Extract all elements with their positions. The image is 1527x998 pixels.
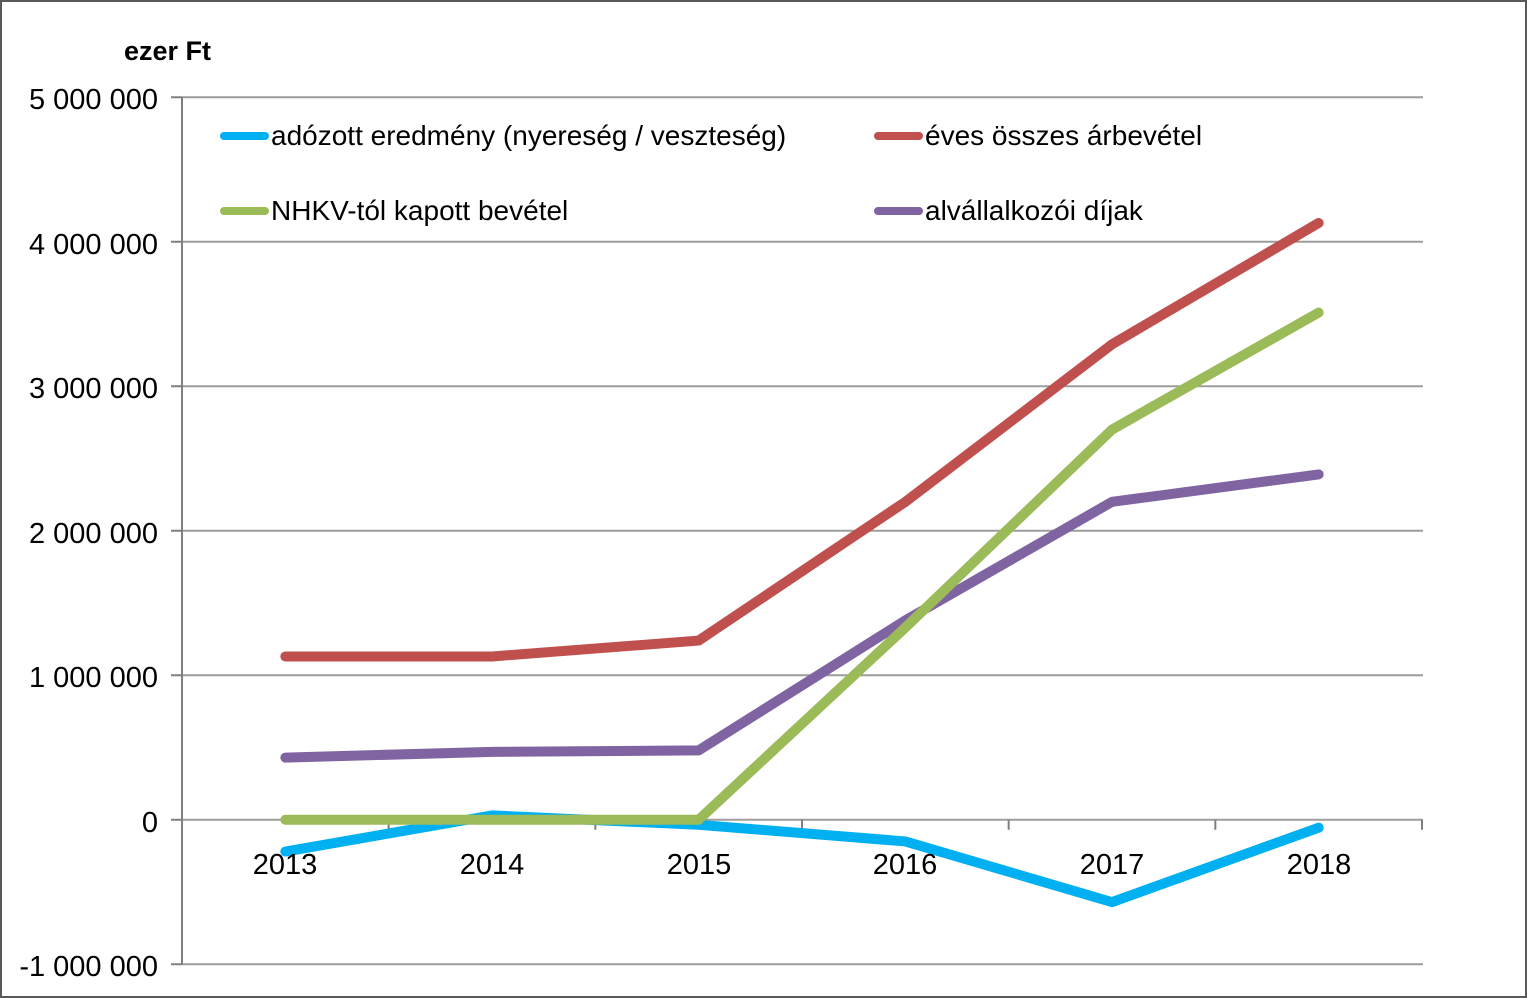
y-axis-label: 5 000 000: [28, 84, 158, 116]
y-axis-label: 3 000 000: [28, 373, 158, 405]
legend-item: éves összes árbevétel: [874, 120, 1202, 152]
legend-item: alvállalkozói díjak: [874, 195, 1143, 227]
x-axis-label: 2018: [1286, 849, 1352, 881]
x-axis-label: 2017: [1079, 849, 1145, 881]
chart-title: ezer Ft: [124, 36, 212, 66]
x-axis-label: 2015: [666, 849, 732, 881]
legend-swatch-nhkv-bevetel: [220, 207, 269, 215]
legend-label: NHKV-tól kapott bevétel: [271, 195, 569, 226]
series-line-2: [280, 307, 1324, 825]
x-axis-label: 2014: [459, 849, 525, 881]
x-axis-label: 2013: [252, 849, 318, 881]
y-axis-label: -1 000 000: [19, 951, 158, 983]
legend-item: NHKV-tól kapott bevétel: [220, 195, 568, 227]
legend-item: adózott eredmény (nyereség / veszteség): [220, 120, 786, 152]
legend-label: éves összes árbevétel: [925, 120, 1203, 151]
legend-swatch-adozott-eredmeny: [220, 132, 269, 140]
series-line-1: [280, 217, 1324, 662]
legend-swatch-eves-osszes-arbevetel: [874, 132, 923, 140]
legend-label: alvállalkozói díjak: [925, 195, 1143, 226]
y-axis-label: 4 000 000: [28, 229, 158, 261]
legend-swatch-alvallalkozoi-dijak: [874, 207, 923, 215]
legend-label: adózott eredmény (nyereség / veszteség): [271, 120, 787, 151]
y-axis-label: 1 000 000: [28, 662, 158, 694]
series-line-3: [280, 469, 1324, 763]
y-axis-label: 2 000 000: [28, 518, 158, 550]
y-axis-label: 0: [141, 807, 158, 839]
x-axis-label: 2016: [872, 849, 938, 881]
